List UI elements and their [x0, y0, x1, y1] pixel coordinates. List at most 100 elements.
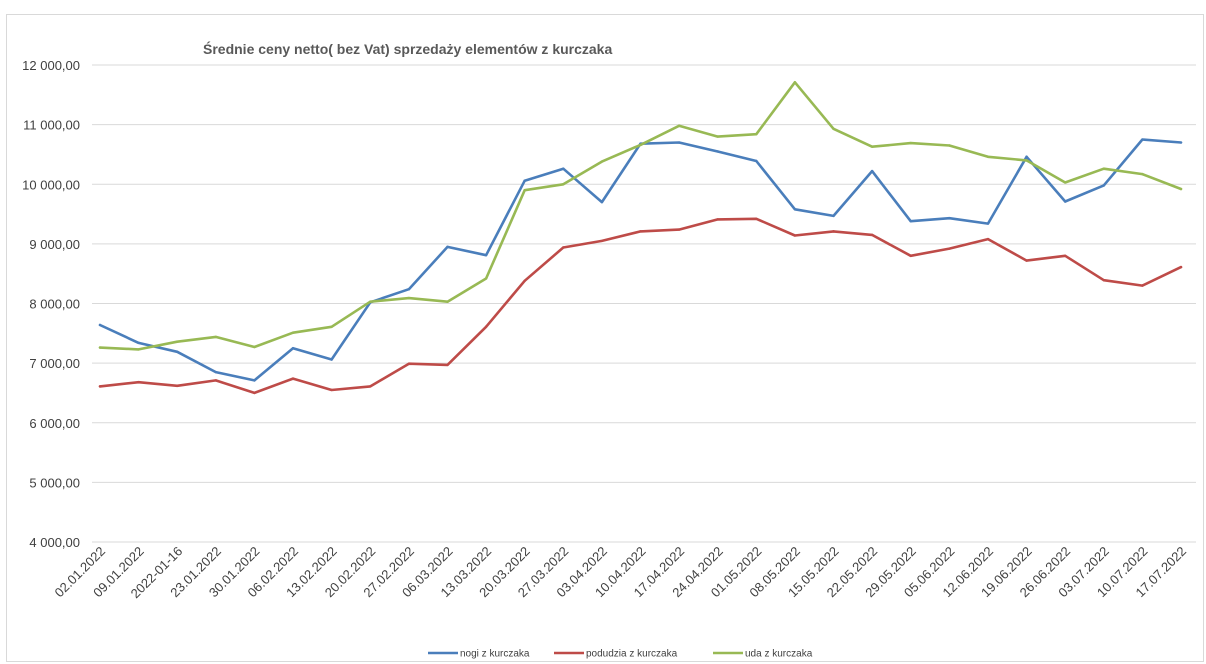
data-point: [484, 254, 488, 257]
data-point: [948, 217, 951, 220]
data-point: [793, 208, 797, 211]
data-point: [291, 377, 295, 380]
data-point: [870, 145, 874, 148]
y-tick-label: 6 000,00: [29, 416, 80, 431]
data-point: [253, 345, 256, 349]
series-line-3: [98, 81, 1183, 351]
data-point: [330, 325, 333, 328]
y-tick-label: 8 000,00: [29, 297, 80, 312]
data-point: [1063, 181, 1067, 184]
data-point: [1025, 155, 1028, 159]
data-point: [600, 200, 604, 204]
data-point: [562, 167, 565, 170]
data-point: [369, 385, 372, 388]
data-point: [253, 391, 256, 395]
data-point: [1179, 265, 1183, 269]
data-point: [137, 381, 140, 384]
data-point: [176, 340, 179, 343]
data-point: [755, 217, 758, 221]
data-point: [176, 350, 179, 353]
data-point: [755, 159, 758, 163]
data-point: [1141, 138, 1144, 141]
data-point: [755, 132, 758, 136]
y-tick-label: 10 000,00: [22, 177, 80, 192]
data-point: [98, 323, 102, 327]
data-point: [446, 300, 449, 303]
data-point: [870, 233, 874, 237]
legend-label: podudzia z kurczaka: [586, 649, 678, 660]
data-point: [909, 141, 912, 145]
data-point: [639, 143, 642, 147]
data-point: [1179, 187, 1183, 191]
legend-label: uda z kurczaka: [745, 649, 813, 660]
y-tick-label: 12 000,00: [22, 58, 80, 73]
data-point: [523, 179, 526, 182]
data-point: [716, 150, 719, 153]
data-point: [330, 388, 333, 392]
data-point: [562, 183, 565, 186]
x-axis-tick-labels: 02.01.202209.01.20222022-01-1623.01.2022…: [51, 544, 1189, 602]
data-point: [369, 300, 372, 303]
data-point: [446, 245, 449, 249]
data-point: [639, 230, 642, 233]
data-point: [98, 346, 102, 349]
data-point: [600, 160, 604, 163]
data-point: [1025, 259, 1028, 262]
data-point: [677, 124, 681, 128]
data-point: [677, 228, 681, 231]
grid-lines: [92, 64, 1196, 543]
data-point: [793, 81, 797, 84]
data-point: [870, 169, 874, 173]
data-point: [523, 189, 526, 192]
data-point: [1102, 279, 1105, 282]
series-lines: [98, 81, 1183, 395]
y-axis-tick-labels: 4 000,00 5 000,00 6 000,00 7 000,00 8 000,00…: [22, 58, 80, 550]
data-point: [214, 370, 218, 374]
data-point: [1025, 159, 1028, 162]
data-point: [1063, 254, 1067, 257]
legend-label: nogi z kurczaka: [460, 649, 530, 660]
data-point: [716, 218, 719, 221]
data-point: [137, 348, 140, 351]
data-point: [407, 296, 411, 300]
data-point: [291, 347, 295, 350]
data-point: [986, 222, 990, 225]
data-point: [214, 335, 218, 339]
data-point: [1102, 167, 1105, 170]
data-point: [1102, 184, 1105, 187]
data-point: [407, 287, 411, 291]
y-tick-label: 4 000,00: [29, 535, 80, 550]
data-point: [484, 325, 488, 328]
y-tick-label: 9 000,00: [29, 237, 80, 252]
data-point: [137, 341, 140, 345]
data-point: [909, 254, 912, 257]
data-point: [986, 237, 990, 241]
data-point: [600, 239, 604, 243]
data-point: [948, 247, 951, 250]
data-point: [986, 155, 990, 159]
data-point: [176, 384, 179, 387]
data-point: [446, 363, 449, 367]
data-point: [832, 127, 835, 130]
y-tick-label: 11 000,00: [23, 118, 80, 133]
data-point: [562, 246, 565, 249]
series-line-2: [98, 217, 1183, 395]
data-point: [1063, 200, 1067, 203]
chart-title: Średnie ceny netto( bez Vat) sprzedaży e…: [203, 40, 612, 57]
data-point: [523, 279, 526, 283]
y-tick-label: 7 000,00: [29, 356, 80, 371]
data-point: [948, 144, 951, 147]
data-point: [1141, 172, 1144, 176]
data-point: [909, 220, 912, 223]
data-point: [98, 385, 102, 388]
data-point: [484, 277, 488, 280]
data-point: [832, 214, 835, 218]
data-point: [291, 331, 295, 334]
data-point: [832, 230, 835, 233]
data-point: [793, 234, 797, 237]
data-point: [716, 135, 719, 138]
data-point: [1141, 284, 1144, 287]
data-point: [330, 358, 333, 361]
data-point: [407, 362, 411, 365]
